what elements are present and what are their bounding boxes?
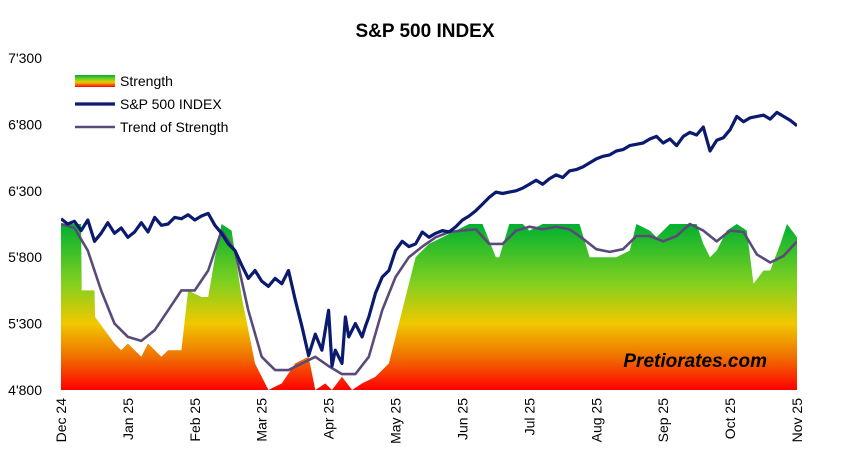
x-tick-label: May 25: [388, 398, 404, 444]
x-tick-label: Jul 25: [521, 398, 537, 436]
strength-area: [61, 224, 797, 390]
x-tick-label: Aug 25: [588, 398, 604, 443]
y-tick-label: 6'300: [8, 183, 42, 199]
y-axis: 4'800 5'300 5'800 6'300 6'800 7'300: [8, 50, 42, 398]
x-tick-label: Oct 25: [722, 398, 738, 439]
x-tick-label: Apr 25: [321, 398, 337, 439]
y-tick-label: 4'800: [8, 382, 42, 398]
legend-label-strength: Strength: [120, 73, 173, 89]
plot-area: [61, 110, 797, 390]
y-tick-label: 6'800: [8, 116, 42, 132]
watermark: Pretiorates.com: [623, 351, 767, 372]
legend-label-sp500: S&P 500 INDEX: [120, 96, 222, 112]
x-tick-label: Jun 25: [454, 398, 470, 440]
chart-title: S&P 500 INDEX: [355, 21, 494, 42]
x-tick-label: Jan 25: [120, 398, 136, 440]
x-tick-label: Sep 25: [655, 398, 671, 443]
trend-of-strength-line: [61, 222, 797, 376]
y-tick-label: 5'800: [8, 249, 42, 265]
y-tick-label: 7'300: [8, 50, 42, 66]
y-tick-label: 5'300: [8, 316, 42, 332]
x-tick-label: Nov 25: [789, 398, 805, 443]
x-tick-label: Feb 25: [187, 398, 203, 442]
sp500-index-line: [61, 110, 797, 368]
x-axis: Dec 24 Jan 25 Feb 25 Mar 25 Apr 25 May 25 Jun …: [53, 398, 805, 444]
x-tick-label: Mar 25: [254, 398, 270, 442]
legend: Strength S&P 500 INDEX Trend of Strength: [75, 73, 228, 135]
x-tick-label: Dec 24: [53, 398, 69, 443]
legend-swatch-strength: [75, 75, 115, 87]
legend-label-trend: Trend of Strength: [120, 119, 228, 135]
